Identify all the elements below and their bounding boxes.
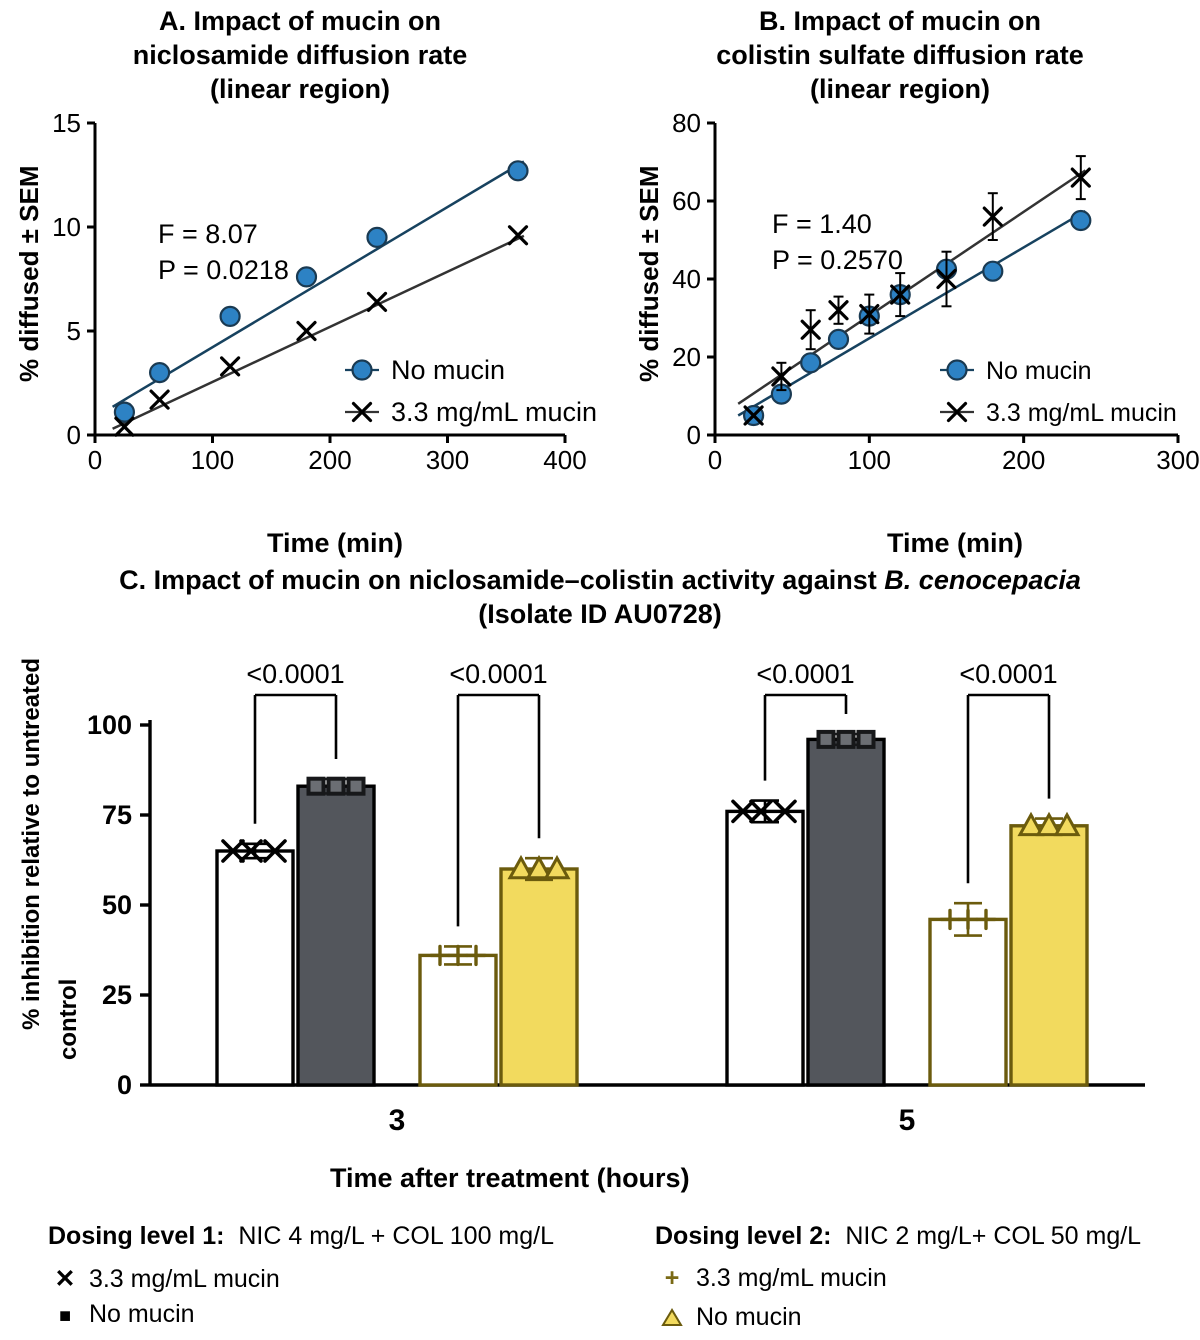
svg-text:400: 400 <box>543 445 586 475</box>
svg-text:<0.0001: <0.0001 <box>246 659 344 689</box>
svg-text:25: 25 <box>102 980 132 1010</box>
svg-text:No mucin: No mucin <box>391 355 505 385</box>
svg-text:<0.0001: <0.0001 <box>756 659 854 689</box>
svg-text:0: 0 <box>67 420 81 450</box>
svg-text:50: 50 <box>102 890 132 920</box>
svg-text:300: 300 <box>426 445 469 475</box>
svg-text:F = 8.07: F = 8.07 <box>158 219 258 249</box>
svg-text:100: 100 <box>191 445 234 475</box>
svg-text:F = 1.40: F = 1.40 <box>772 209 872 239</box>
svg-text:10: 10 <box>52 212 81 242</box>
svg-text:No mucin: No mucin <box>986 357 1092 385</box>
svg-text:300: 300 <box>1156 445 1199 475</box>
svg-text:100: 100 <box>87 710 132 740</box>
svg-text:15: 15 <box>52 108 81 138</box>
svg-text:100: 100 <box>848 445 891 475</box>
svg-text:<0.0001: <0.0001 <box>449 659 547 689</box>
svg-text:3.3 mg/mL mucin: 3.3 mg/mL mucin <box>986 399 1177 427</box>
svg-text:0: 0 <box>88 445 102 475</box>
svg-text:200: 200 <box>308 445 351 475</box>
svg-text:5: 5 <box>67 316 81 346</box>
svg-text:0: 0 <box>687 420 701 450</box>
svg-text:40: 40 <box>672 264 701 294</box>
svg-text:3: 3 <box>389 1104 406 1137</box>
svg-text:P = 0.2570: P = 0.2570 <box>772 245 903 275</box>
svg-text:75: 75 <box>102 800 132 830</box>
svg-text:200: 200 <box>1002 445 1045 475</box>
svg-text:5: 5 <box>899 1104 916 1137</box>
svg-text:<0.0001: <0.0001 <box>959 659 1057 689</box>
svg-text:80: 80 <box>672 108 701 138</box>
svg-text:0: 0 <box>708 445 722 475</box>
svg-text:0: 0 <box>117 1070 132 1100</box>
svg-text:3.3 mg/mL mucin: 3.3 mg/mL mucin <box>391 397 597 427</box>
svg-text:60: 60 <box>672 186 701 216</box>
svg-text:20: 20 <box>672 342 701 372</box>
svg-text:P = 0.0218: P = 0.0218 <box>158 255 289 285</box>
